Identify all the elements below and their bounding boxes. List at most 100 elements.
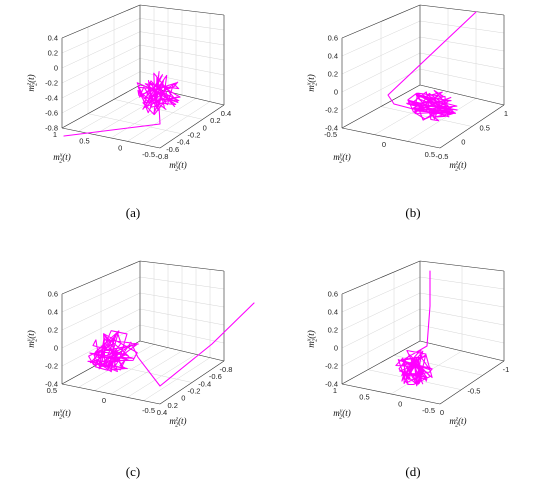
z-tick-label: 0.6 xyxy=(48,290,58,299)
z-tick-label: 0 xyxy=(334,88,338,97)
y-tick-label: 0.2 xyxy=(167,401,177,410)
box-edge xyxy=(341,383,441,405)
panel-1: 0.40.20-0.2-0.4-0.6-0.810.50-0.5 -0.8-0.6… xyxy=(26,4,231,173)
box-edge xyxy=(61,4,141,39)
z-tick-label: 0.2 xyxy=(328,70,338,79)
grid-line xyxy=(439,271,505,405)
z-tick-label: -0.4 xyxy=(325,124,338,133)
z-tick-label: -0.2 xyxy=(45,362,58,371)
x-axis-label: mx 2(t) xyxy=(53,408,70,421)
y-tick-label: -0.5 xyxy=(436,152,449,161)
z-tick-label: -0.2 xyxy=(325,106,338,115)
box-edge xyxy=(341,340,421,385)
box-edge xyxy=(419,4,505,16)
x-axis-label: my 2(t) xyxy=(333,152,350,165)
y-tick-label: -0.2 xyxy=(188,131,201,140)
x-tick-label: 0.5 xyxy=(425,150,435,159)
grid-line xyxy=(61,18,225,54)
x-tick-label: 0.5 xyxy=(359,393,369,402)
z-tick-label: 0.2 xyxy=(48,326,58,335)
box-edge xyxy=(159,104,225,149)
y-tick-label: 0 xyxy=(181,394,185,403)
z-tick-label: 0.6 xyxy=(328,34,338,43)
box-edge xyxy=(439,360,505,405)
z-axis-label: mx2(t) xyxy=(306,330,319,347)
x-tick-label: 0 xyxy=(118,143,122,152)
grid-line xyxy=(439,15,505,149)
box-edges xyxy=(61,260,225,405)
x-tick-label: 0 xyxy=(102,396,106,405)
z-tick-label: 0.4 xyxy=(48,34,58,43)
y-tick-label: -0.8 xyxy=(220,365,233,374)
box-edge xyxy=(439,104,505,149)
y-tick-label: 0 xyxy=(203,123,207,132)
grid-line xyxy=(61,324,225,367)
box-edge xyxy=(159,360,225,405)
y-tick-label: 0.4 xyxy=(221,109,231,118)
z-tick-label: 0.2 xyxy=(328,326,338,335)
z-tick-label: -0.2 xyxy=(325,362,338,371)
grid-line xyxy=(341,294,441,405)
grid-line xyxy=(61,58,225,99)
grid-line xyxy=(374,8,449,135)
x-tick-label: 1 xyxy=(53,130,57,139)
grid-line xyxy=(341,276,505,313)
y-tick-label: -0.4 xyxy=(177,138,190,147)
z-tick-label: -0.2 xyxy=(45,79,58,88)
grid-line xyxy=(61,276,225,313)
grid-lines xyxy=(341,260,505,405)
panel-caption: (a) xyxy=(126,205,140,220)
trajectory-line xyxy=(387,11,477,122)
box-edge xyxy=(139,340,225,362)
grid-line xyxy=(61,44,225,84)
panel-caption: (c) xyxy=(126,464,140,479)
x-tick-label: -0.5 xyxy=(324,130,337,139)
panel-4: 0.6 0.4 0.2 0 -0.2 -0.41 0.5 0 -0.5 0 -0.5 -1 mx2(t)… xyxy=(306,260,510,429)
y-tick-label: -0.6 xyxy=(166,145,179,154)
x-axis-label: mx 2(t) xyxy=(53,152,70,165)
y-axis-label: mz 2(t) xyxy=(169,416,186,429)
box-edges xyxy=(341,260,505,405)
panel-2: 0.60.40.20-0.2-0.4-0.500.5 -0.500.51mx2(t… xyxy=(306,4,508,173)
y-tick-label: 0.2 xyxy=(210,116,220,125)
z-tick-label: -0.4 xyxy=(325,380,338,389)
x-tick-label: 0.5 xyxy=(47,386,57,395)
y-tick-label: -0.8 xyxy=(156,152,169,161)
z-axis-label: mz2(t) xyxy=(26,74,39,91)
z-tick-label: 0.2 xyxy=(48,49,58,58)
grid-line xyxy=(341,292,505,331)
y-axis-label: my 2(t) xyxy=(169,160,186,173)
y-tick-label: -0.2 xyxy=(188,387,201,396)
y-tick-label: 0 xyxy=(440,408,444,417)
trajectory-line xyxy=(87,302,255,387)
box-edge xyxy=(419,260,505,272)
x-tick-label: -0.5 xyxy=(422,406,435,415)
grid-line xyxy=(341,52,505,93)
grid-line xyxy=(419,5,505,106)
y-tick-label: -1 xyxy=(503,365,510,374)
y-axis-label: mz 2(t) xyxy=(449,416,466,429)
x-tick-label: 0 xyxy=(382,140,386,149)
grid-line xyxy=(61,31,225,69)
grid-line xyxy=(61,71,225,114)
y-tick-label: 0 xyxy=(461,138,465,147)
trajectory-line xyxy=(395,270,433,387)
z-axis-label: mx2(t) xyxy=(306,74,319,91)
box-edge xyxy=(419,340,505,362)
z-tick-label: 0.6 xyxy=(328,290,338,299)
box-edge xyxy=(61,383,161,405)
z-tick-label: 0.4 xyxy=(328,52,338,61)
box-edge xyxy=(61,260,141,295)
z-axis-label: my2(t) xyxy=(26,330,39,347)
x-tick-label: -0.5 xyxy=(142,150,155,159)
x-tick-label: 1 xyxy=(333,386,337,395)
box-edge xyxy=(341,4,421,39)
box-edge xyxy=(341,84,421,129)
x-axis-label: my 2(t) xyxy=(333,408,350,421)
z-tick-label: 0.4 xyxy=(328,308,338,317)
box-edge xyxy=(341,127,441,149)
grid-line xyxy=(61,4,225,39)
y-tick-label: -0.4 xyxy=(198,379,211,388)
y-tick-label: 0.5 xyxy=(479,123,489,132)
